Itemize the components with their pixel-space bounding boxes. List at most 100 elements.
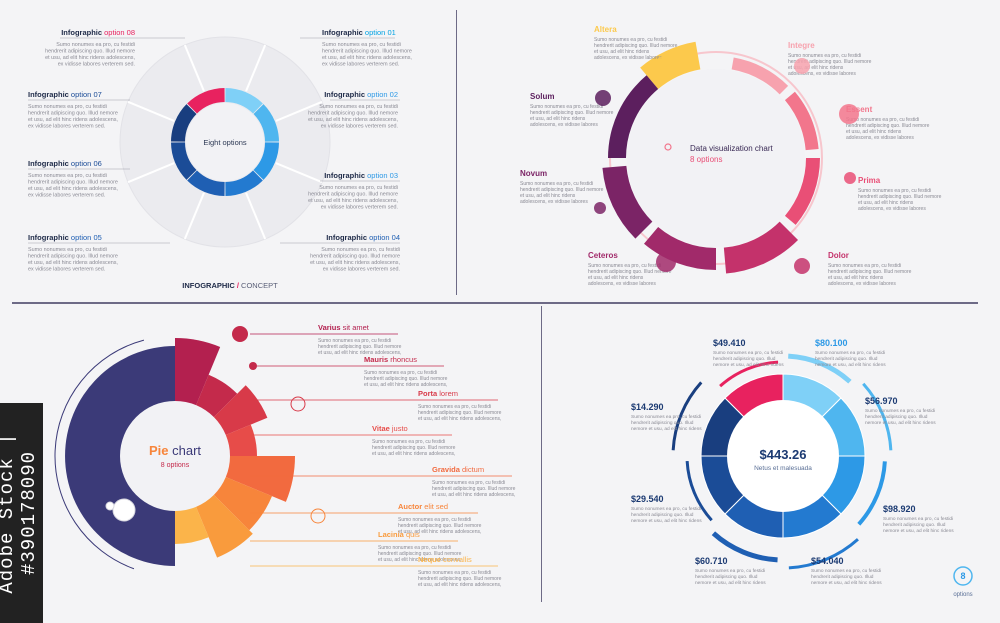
value-body: nemore et usu, ad elit hinc ridens [815,362,886,368]
legend-body: Sumo nonumes ea pro, cu festidi [372,439,445,445]
legend-label: Auctor elit sed [398,502,448,511]
value-body: nemore et usu, ad elit hinc ridens [695,580,766,586]
decor-white-dot [112,498,136,522]
option-label-light: option 01 [365,28,396,37]
option-body: hendrerit adipiscing quo. Illud nemore [322,49,412,55]
option-label-light: option 03 [367,171,398,180]
arc-segment [723,221,799,274]
legend-body: et usu, ad elit hinc ridens adolescens, [432,492,515,498]
arc-segment [784,91,819,151]
center-disc [186,103,264,181]
decor-dot [232,326,248,342]
arc-segment [608,75,659,158]
value-body: Sumo nonumes ea pro, cu festidi [883,516,953,522]
center-disc [727,400,839,512]
legend-body: Sumo nonumes ea pro, cu festidi [418,570,491,576]
segment-body: Sumo nonumes ea pro, cu festidi [530,104,603,110]
segment-body: Sumo nonumes ea pro, cu festidi [828,263,901,269]
option-body: ex vidisse labores verterem sed. [322,62,399,68]
legend-label: Neque convallis [418,555,472,564]
segment-body: hendrerit adipiscing quo. Illud nemore [520,187,604,193]
option-label: Infographic option 03 [324,171,398,180]
options-badge-number: 8 [960,571,965,581]
vertical-divider-bottom [541,306,542,602]
segment-body: adolescens, ex vidisse labores [530,122,598,128]
segment-label: Prima [858,176,881,185]
option-body: hendrerit adipiscing quo. Illud nemore [45,49,135,55]
option-body: hendrerit adipiscing quo. Illud nemore [28,254,118,260]
panel-pie-chart: Pie chart 8 options Varius sit amet Sumo no… [0,306,540,610]
option-label-bold: Infographic [326,233,369,242]
option-label-bold: Infographic [28,90,71,99]
sector-divider [245,192,267,240]
outer-arc [857,461,887,526]
legend-label-bold: Neque [418,555,443,564]
value-body: Sumo nonumes ea pro, cu festidi [865,408,935,414]
center-title-rest: chart [172,443,201,458]
legend-body: et usu, ad elit hinc ridens adolescens, [318,350,401,356]
legend-label: Gravida dictum [432,465,484,474]
center-subtitle: 8 options [690,155,722,164]
value-body: nemore et usu, ad elit hinc ridens [631,426,702,432]
option-body: hendrerit adipiscing quo. Illud nemore [308,192,398,198]
segment-body: et usu, ad elit hinc ridens [858,200,914,206]
legend-label: Lacinia quis [378,530,420,539]
value-body: hendrerit adipiscing quo. Illud [631,420,694,426]
option-body: Sumo nonumes ea pro, cu festidi [28,104,107,110]
center-title: Data visualization chart [690,144,773,153]
decor-dot [839,104,859,124]
legend-body: hendrerit adipiscing quo. Illud nemore [398,523,482,529]
value-body: hendrerit adipiscing quo. Illud [713,356,776,362]
options-badge-ring [953,566,973,586]
legend-label-light: lorem [439,389,458,398]
segment-body: adolescens, ex vidisse labores [858,206,926,212]
segment-body: Sumo nonumes ea pro, cu festidi [520,181,593,187]
arc-segment [640,41,701,90]
option-body: hendrerit adipiscing quo. Illud nemore [28,180,118,186]
arc-segment [731,57,789,95]
segment-body: hendrerit adipiscing quo. Illud nemore [588,269,672,275]
segment-body: hendrerit adipiscing quo. Illud nemore [530,110,614,116]
segment-body: Sumo nonumes ea pro, cu festidi [858,188,931,194]
sector-divider [183,44,205,92]
option-body: et usu, ad elit hinc ridens adolescens, [308,198,398,204]
center-icon [664,143,672,151]
legend-body: hendrerit adipiscing quo. Illud nemore [432,486,516,492]
option-body: Sumo nonumes ea pro, cu festidi [28,173,107,179]
option-body: Sumo nonumes ea pro, cu festidi [56,42,135,48]
segment-label: Ceteros [588,251,618,260]
decor-white-dot-small [105,501,115,511]
values-ring-chart: $443.26 Netus et malesuada $80.100 Sumo non… [631,338,973,598]
panel-data-visualization: Data visualization chart 8 options Altera S… [458,0,1000,300]
footer-light: CONCEPT [241,281,278,290]
value-body: hendrerit adipiscing quo. Illud [695,574,758,580]
option-body: Sumo nonumes ea pro, cu festidi [322,42,401,48]
value-body: nemore et usu, ad elit hinc ridens [865,420,936,426]
option-body: Sumo nonumes ea pro, cu festidi [321,247,400,253]
legend-label-light: justo [391,424,408,433]
outer-arc [671,381,703,451]
option-label-bold: Infographic [324,171,367,180]
value-body: nemore et usu, ad elit hinc ridens [713,362,784,368]
stock-watermark: Adobe Stock | #390178090 [0,403,43,623]
arc-segment [644,226,716,270]
option-body: et usu, ad elit hinc ridens adolescens, [28,186,118,192]
option-label: Infographic option 01 [322,28,396,37]
segment-body: et usu, ad elit hinc ridens [588,275,644,281]
legend-body: Sumo nonumes ea pro, cu festidi [418,404,491,410]
legend-body: hendrerit adipiscing quo. Illud nemore [372,445,456,451]
option-label-light: option 05 [71,233,102,242]
decor-dot [794,58,810,74]
outer-arc [719,360,779,388]
option-label-light: option 08 [104,28,135,37]
value-body: hendrerit adipiscing quo. Illud [811,574,874,580]
option-body: Sumo nonumes ea pro, cu festidi [28,247,107,253]
option-label: Infographic option 08 [61,28,135,37]
value-body: nemore et usu, ad elit hinc ridens [631,518,702,524]
ring-segment [225,88,263,114]
segment-body: adolescens, ex vidisse labores [594,55,662,61]
value-body: Sumo nonumes ea pro, cu festidi [631,414,701,420]
option-body: ex vidisse labores verterem sed. [28,267,105,273]
ring-segment [225,170,263,196]
pie-chart: Pie chart 8 options Varius sit amet Sumo no… [54,323,516,588]
